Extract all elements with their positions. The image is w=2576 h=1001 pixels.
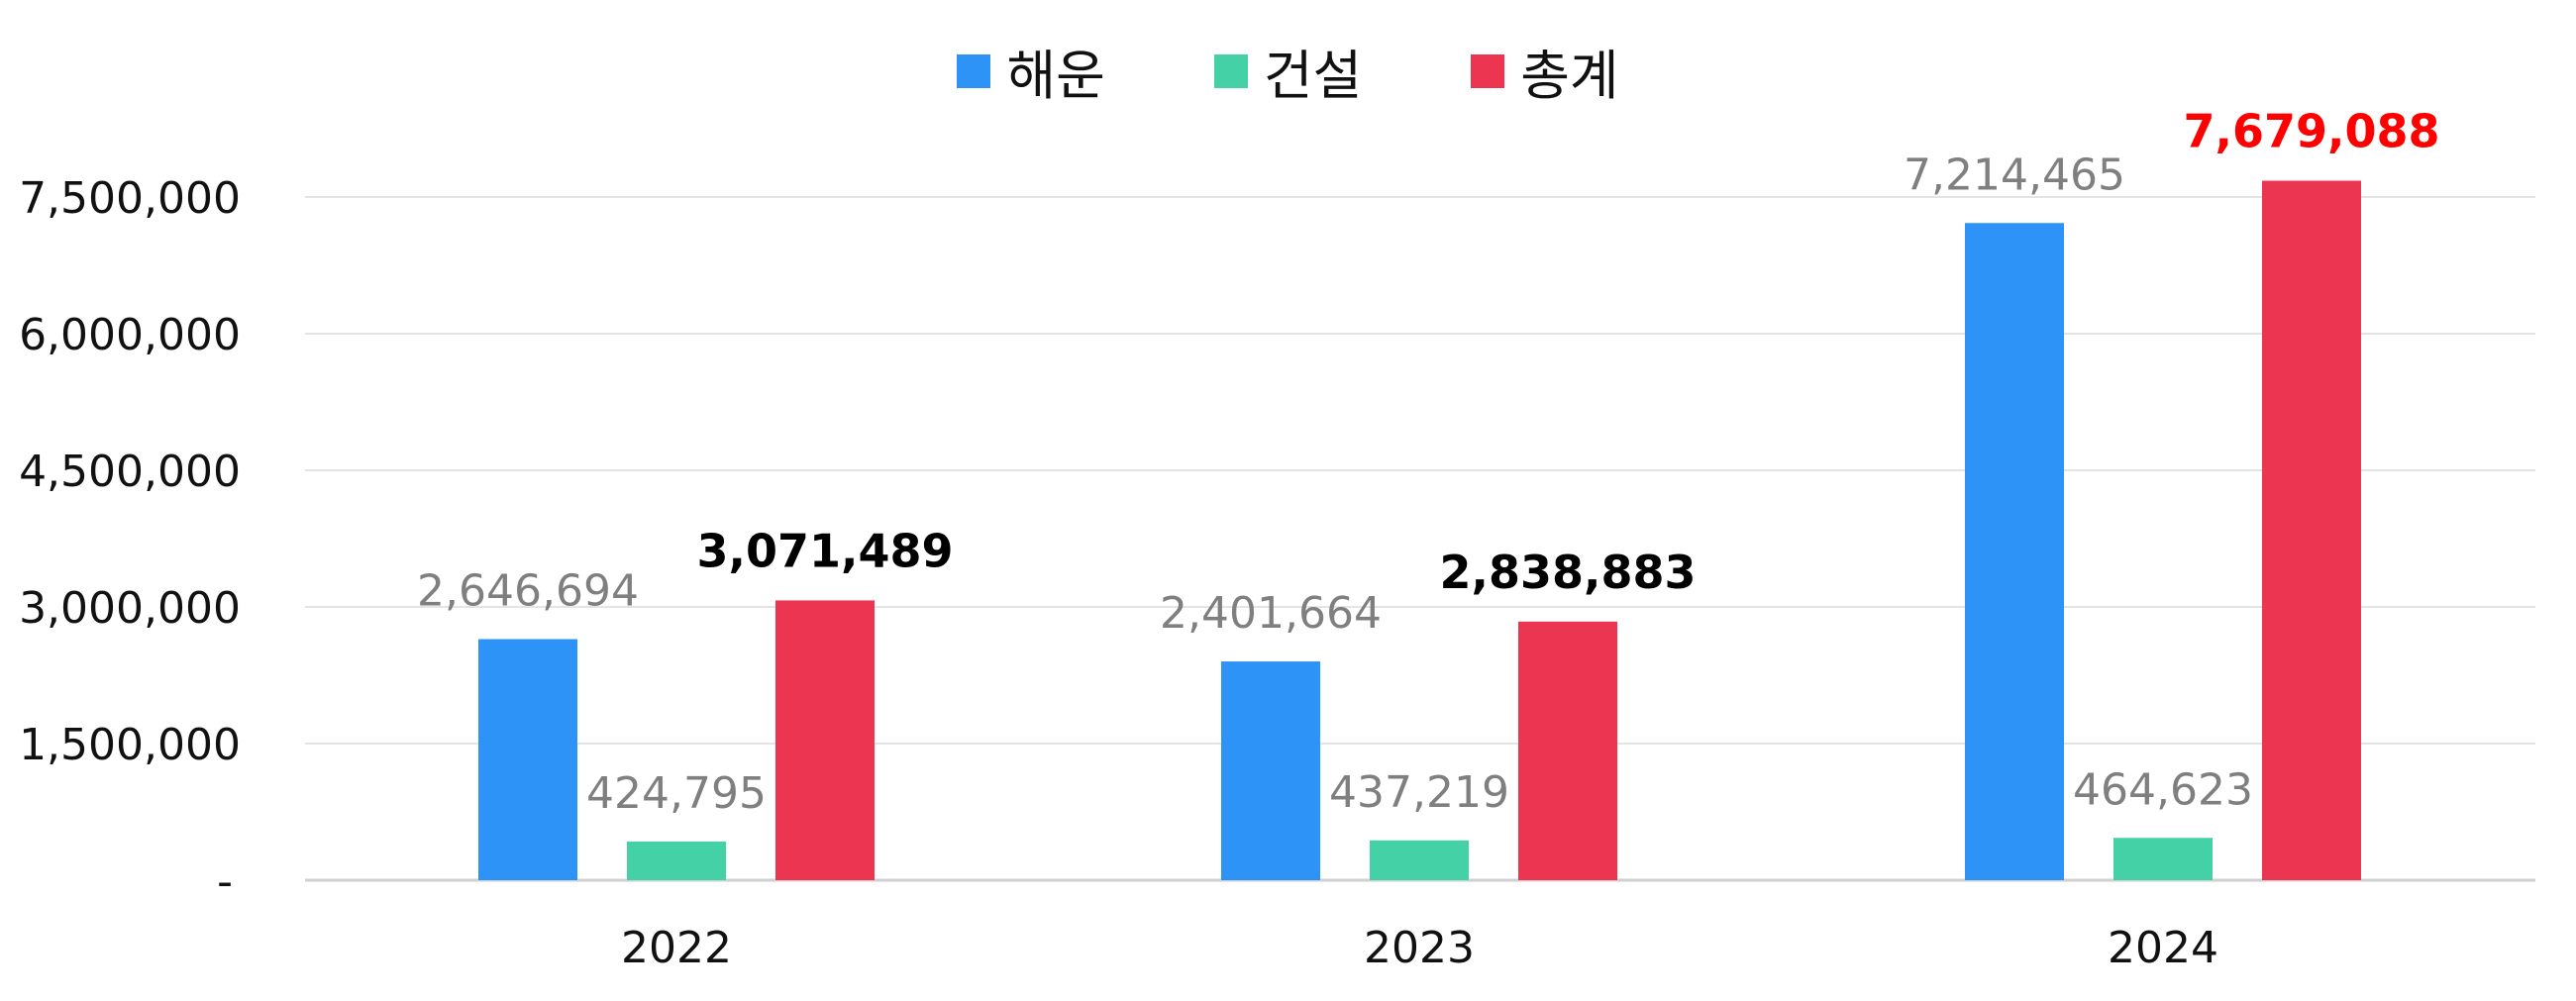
bar-total-2022 [775, 600, 875, 880]
bar-shipping-2024 [1965, 223, 2064, 880]
legend-label-shipping: 해운 [1006, 45, 1105, 107]
bar-construction-2024 [2113, 838, 2213, 880]
legend-swatch-shipping [957, 53, 991, 88]
legend-swatch-total [1471, 53, 1505, 88]
legend-item-construction: 건설 [1213, 32, 1363, 110]
legend-label-total: 총계 [1520, 45, 1619, 107]
bars [478, 180, 2361, 880]
y-tick-label: 1,500,000 [19, 720, 241, 770]
data-label-total-2023: 2,838,883 [1440, 546, 1697, 599]
data-label-total-2024: 7,679,088 [2184, 105, 2440, 158]
data-label-total-2022: 3,071,489 [697, 524, 954, 577]
data-label-shipping-2023: 2,401,664 [1160, 588, 1382, 639]
y-tick-label: 7,500,000 [19, 173, 241, 224]
x-tick-label: 2022 [621, 923, 732, 973]
data-label-construction-2024: 464,623 [2073, 764, 2253, 815]
data-label-shipping-2022: 2,646,694 [417, 566, 639, 617]
bar-shipping-2022 [478, 639, 577, 880]
bar-total-2023 [1518, 621, 1617, 880]
x-axis: 2022 2023 2024 [621, 923, 2218, 973]
legend-item-total: 총계 [1471, 32, 1619, 110]
y-tick-label: 3,000,000 [19, 583, 241, 634]
bar-construction-2022 [627, 841, 726, 880]
legend-label-construction: 건설 [1263, 45, 1363, 107]
bar-construction-2023 [1370, 840, 1469, 880]
bar-shipping-2023 [1221, 661, 1320, 880]
data-label-shipping-2024: 7,214,465 [1904, 150, 2125, 200]
x-tick-label: 2023 [1364, 923, 1475, 973]
data-label-construction-2023: 437,219 [1329, 767, 1509, 818]
x-tick-label: 2024 [2108, 923, 2218, 973]
y-tick-label: 6,000,000 [19, 310, 241, 360]
y-axis: - 1,500,000 3,000,000 4,500,000 6,000,000 7,5… [19, 173, 241, 907]
legend-item-shipping: 해운 [957, 32, 1105, 110]
y-tick-label: - [217, 856, 233, 907]
y-tick-label: 4,500,000 [19, 447, 241, 497]
chart-legend: 해운 건설 총계 [0, 32, 2576, 110]
legend-swatch-construction [1213, 53, 1248, 88]
data-labels: 2,646,694 424,795 3,071,489 2,401,664 437,21… [417, 105, 2439, 819]
data-label-construction-2022: 424,795 [586, 768, 767, 819]
bar-total-2024 [2262, 180, 2361, 880]
